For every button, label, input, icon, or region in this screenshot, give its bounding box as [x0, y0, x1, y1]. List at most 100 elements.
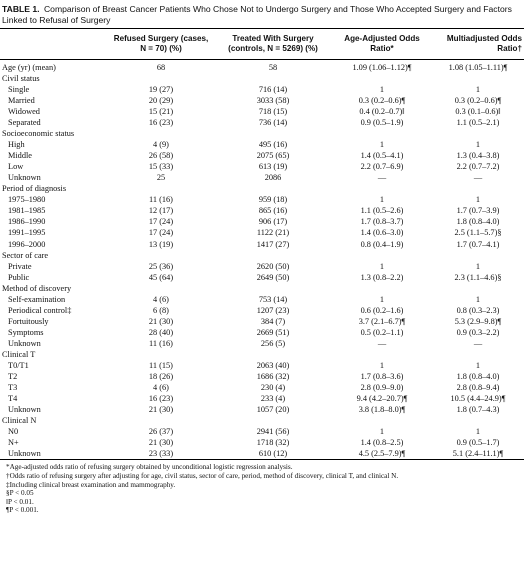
- cell-age-adjusted-or: 2.8 (0.9–9.0): [360, 383, 404, 393]
- table-row: T3 4 (6) 230 (4) 2.8 (0.9–9.0) 2.8 (0.8–9.4): [0, 382, 524, 393]
- group-header-row: Sector of care: [0, 250, 524, 261]
- cell-age-adjusted-or: 1: [379, 140, 385, 150]
- cell-age-adjusted-or: 1.7 (0.8–3.7): [360, 217, 404, 227]
- cell-treated: [214, 349, 332, 360]
- cell-treated: 1417 (27): [256, 239, 290, 249]
- cell-treated: 230 (4): [260, 383, 286, 393]
- cell-age-adjusted-or: —: [377, 173, 387, 183]
- cell-variable: Widowed: [8, 106, 40, 116]
- cell-multiadjusted-or: 1.7 (0.7–4.1): [456, 239, 500, 249]
- cell-age-adjusted-or: 0.3 (0.2–0.6)¶: [358, 95, 406, 105]
- cell-multiadjusted-or: 10.5 (4.4–24.9)¶: [450, 394, 506, 404]
- cell-multiadjusted-or: 0.9 (0.3–2.2): [456, 327, 500, 337]
- cell-treated: [214, 73, 332, 84]
- data-table: Refused Surgery (cases, N = 70) (%) Trea…: [0, 29, 524, 459]
- cell-variable: 1991–1995: [8, 228, 46, 238]
- cell-refused: 11 (16): [149, 338, 173, 348]
- cell-treated: 1718 (32): [256, 438, 290, 448]
- cell-variable: N0: [8, 427, 19, 437]
- cell-multiadjusted-or: 0.3 (0.1–0.6)‖: [455, 106, 501, 116]
- footnote-item: ‖P < 0.01.: [6, 497, 34, 506]
- table-row: Private 25 (36) 2620 (50) 1 1: [0, 261, 524, 272]
- cell-treated: [214, 415, 332, 426]
- cell-refused: [108, 183, 214, 194]
- cell-treated: 959 (18): [258, 195, 288, 205]
- cell-multiadjusted-or: 1.3 (0.4–3.8): [456, 151, 500, 161]
- table-row: Self-examination 4 (6) 753 (14) 1 1: [0, 294, 524, 305]
- cell-multiadjusted-or: 5.3 (2.9–9.8)¶: [454, 316, 502, 326]
- cell-multiadjusted-or: [432, 415, 524, 426]
- cell-multiadjusted-or: [432, 250, 524, 261]
- cell-age-adjusted-or: 1.4 (0.5–4.1): [360, 151, 404, 161]
- table-top-rule: [0, 28, 524, 30]
- cell-multiadjusted-or: —: [473, 173, 483, 183]
- table-body: Age (yr) (mean) 68 58 1.09 (1.06–1.12)¶ 1.08…: [0, 59, 524, 459]
- table-bottom-rule: [0, 459, 524, 461]
- table-row: Symptoms 28 (40) 2669 (51) 0.5 (0.2–1.1) 0.9…: [0, 327, 524, 338]
- cell-refused: 16 (23): [148, 394, 174, 404]
- cell-multiadjusted-or: 2.2 (0.7–7.2): [456, 162, 500, 172]
- cell-age-adjusted-or: [332, 349, 432, 360]
- cell-multiadjusted-or: [432, 183, 524, 194]
- table-row: Single 19 (27) 716 (14) 1 1: [0, 84, 524, 95]
- cell-multiadjusted-or: 1: [475, 294, 481, 304]
- table-row: 1981–1985 12 (17) 865 (16) 1.1 (0.5–2.6) 1.7…: [0, 205, 524, 216]
- cell-variable: Private: [8, 261, 32, 271]
- cell-age-adjusted-or: [332, 250, 432, 261]
- cell-age-adjusted-or: 1: [379, 84, 385, 94]
- cell-refused: 25: [156, 173, 166, 183]
- cell-age-adjusted-or: [332, 283, 432, 294]
- cell-age-adjusted-or: —: [377, 338, 387, 348]
- cell-refused: 68: [156, 62, 166, 72]
- cell-variable: N+: [8, 438, 19, 448]
- cell-variable: Unknown: [8, 405, 41, 415]
- cell-refused: 26 (58): [148, 151, 174, 161]
- cell-variable: Public: [8, 272, 30, 282]
- cell-age-adjusted-or: 1.4 (0.6–3.0): [360, 228, 404, 238]
- header-row: Refused Surgery (cases, N = 70) (%) Trea…: [0, 29, 524, 59]
- cell-refused: 6 (8): [153, 305, 169, 315]
- footnotes: *Age-adjusted odds ratio of refusing sur…: [2, 463, 522, 515]
- table-row: 1996–2000 13 (19) 1417 (27) 0.8 (0.4–1.9) 1.…: [0, 239, 524, 250]
- cell-multiadjusted-or: 1: [475, 261, 481, 271]
- cell-variable: Unknown: [8, 173, 41, 183]
- cell-variable: Civil status: [2, 73, 40, 83]
- group-header-row: Civil status: [0, 73, 524, 84]
- cell-variable: Period of diagnosis: [2, 184, 67, 194]
- cell-variable: Fortuitously: [8, 316, 49, 326]
- cell-refused: [108, 128, 214, 139]
- cell-variable: Middle: [8, 151, 32, 161]
- cell-age-adjusted-or: [332, 183, 432, 194]
- cell-multiadjusted-or: 1.08 (1.05–1.11)¶: [448, 62, 508, 72]
- cell-refused: 16 (23): [148, 118, 174, 128]
- cell-refused: [108, 415, 214, 426]
- cell-multiadjusted-or: 1: [475, 84, 481, 94]
- cell-treated: 1057 (20): [256, 405, 290, 415]
- cell-treated: 2941 (56): [256, 427, 290, 437]
- cell-treated: 2075 (65): [256, 151, 290, 161]
- cell-treated: 906 (17): [258, 217, 288, 227]
- cell-variable: 1981–1985: [8, 206, 46, 216]
- header-cell-variable: [0, 29, 108, 59]
- cell-multiadjusted-or: 1.1 (0.5–2.1): [456, 118, 500, 128]
- table-row: 1986–1990 17 (24) 906 (17) 1.7 (0.8–3.7) 1.8…: [0, 216, 524, 227]
- cell-refused: [108, 250, 214, 261]
- table-row: N+ 21 (30) 1718 (32) 1.4 (0.8–2.5) 0.9 (0.5–…: [0, 437, 524, 448]
- cell-age-adjusted-or: 4.5 (2.5–7.9)¶: [358, 449, 406, 459]
- table-row: 1975–1980 11 (16) 959 (18) 1 1: [0, 194, 524, 205]
- cell-refused: 21 (30): [148, 405, 174, 415]
- cell-age-adjusted-or: 1: [379, 261, 385, 271]
- cell-variable: Self-examination: [8, 294, 66, 304]
- cell-refused: 26 (37): [148, 427, 174, 437]
- cell-treated: 2649 (50): [256, 272, 290, 282]
- cell-age-adjusted-or: 1: [379, 427, 385, 437]
- cell-treated: 1686 (32): [256, 372, 290, 382]
- cell-multiadjusted-or: 1.8 (0.8–4.0): [456, 217, 500, 227]
- header-cell-multiadjusted: Multiadjusted Odds Ratio†: [446, 34, 522, 53]
- cell-treated: [214, 183, 332, 194]
- table-title: Comparison of Breast Cancer Patients Who…: [2, 4, 512, 25]
- cell-treated: 233 (4): [260, 394, 286, 404]
- table-header: Refused Surgery (cases, N = 70) (%) Trea…: [0, 29, 524, 59]
- cell-refused: 15 (33): [148, 162, 174, 172]
